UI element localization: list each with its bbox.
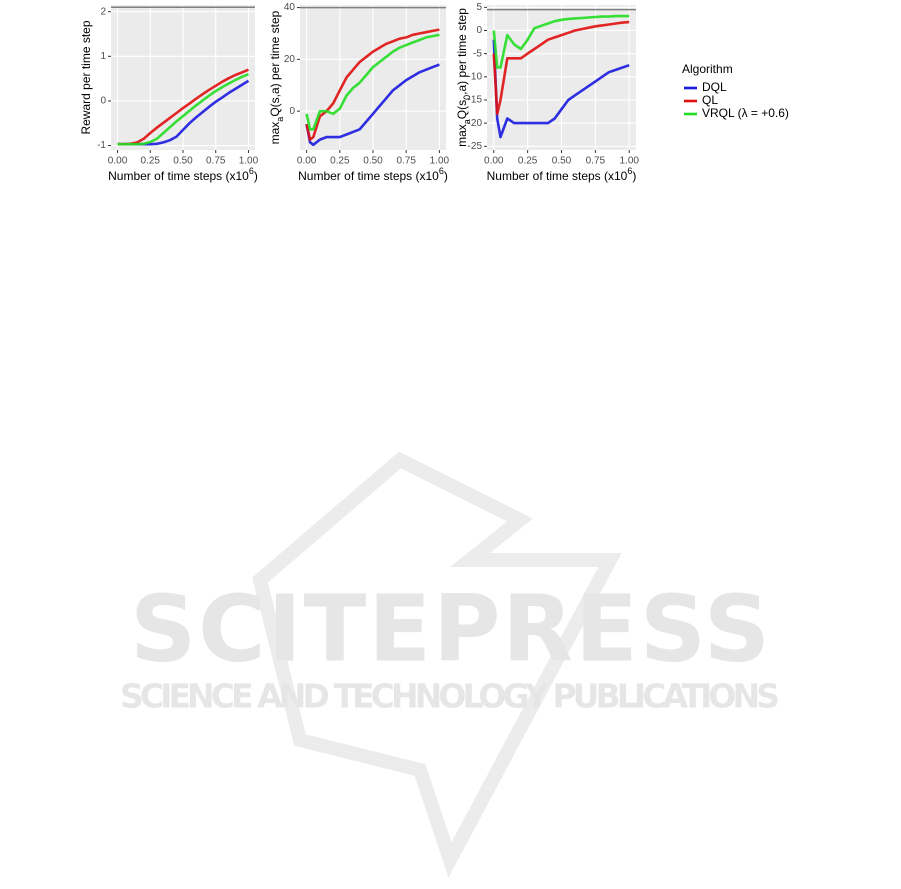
axis-title: Number of time steps (x106): [487, 166, 637, 183]
legend-title: Algorithm: [682, 62, 733, 76]
x-tick-label: 1.00: [619, 156, 639, 167]
x-tick-label: 0.75: [396, 156, 416, 167]
x-tick-label: 0.50: [552, 156, 572, 167]
watermark: SCITEPRESS SCIENCE AND TECHNOLOGY PUBLIC…: [120, 451, 780, 878]
x-tick-label: 0.25: [141, 156, 161, 167]
x-tick-label: 1.00: [239, 156, 259, 167]
x-tick-label: 0.00: [297, 156, 317, 167]
axis-title: Number of time steps (x106): [108, 166, 258, 183]
x-tick-label: 0.00: [108, 156, 128, 167]
y-tick-label: 0: [289, 106, 295, 117]
y-tick-label: -15: [468, 95, 483, 106]
axis-title-part: Reward per time step: [79, 20, 93, 134]
axis-title: maxaQ(s0,a) per time step: [455, 8, 472, 147]
axis-title-part: Number of time steps (x10: [108, 169, 249, 183]
legend-label: QL: [702, 93, 718, 107]
axis-title: Reward per time step: [79, 20, 93, 134]
axis-title-part: 6: [249, 166, 254, 176]
axis-title-part: 6: [627, 166, 632, 176]
x-tick-label: 1.00: [430, 156, 450, 167]
x-tick-label: 0.50: [363, 156, 383, 167]
x-tick-label: 0.50: [173, 156, 193, 167]
y-tick-label: 0: [100, 96, 106, 107]
axis-title-part: Number of time steps (x10: [487, 169, 628, 183]
y-tick-label: 5: [476, 2, 482, 13]
series-line: [492, 20, 630, 116]
y-tick-label: -1: [97, 140, 106, 151]
axis-title-part: a: [462, 119, 472, 124]
axis-title-part: Number of time steps (x10: [298, 169, 439, 183]
axis-title-part: ): [632, 169, 636, 183]
series-line: [117, 72, 249, 146]
y-tick-label: 0: [476, 25, 482, 36]
series-line: [305, 63, 440, 147]
axis-title-part: ): [254, 169, 258, 183]
axis-title-part: a: [275, 117, 285, 122]
watermark-logo: [252, 451, 622, 878]
axis-title-part: 6: [439, 166, 444, 176]
y-tick-label: 20: [284, 54, 296, 65]
y-tick-label: -5: [473, 48, 482, 59]
legend-label: VRQL (λ = +0.6): [702, 106, 789, 120]
axis-title-part: Q(s: [455, 100, 469, 119]
axis-title-part: ,a) per time step: [455, 8, 469, 95]
axis-title-part: Q(s,a) per time step: [268, 10, 282, 116]
y-tick-label: -25: [468, 141, 483, 152]
series-line: [492, 14, 630, 69]
series-line: [492, 39, 630, 139]
axis-title-part: max: [455, 124, 469, 147]
axis-title-part: 0: [462, 95, 472, 100]
y-tick-label: -10: [468, 71, 483, 82]
x-tick-label: 0.00: [484, 156, 504, 167]
x-tick-label: 0.25: [330, 156, 350, 167]
legend-label: DQL: [702, 80, 727, 94]
x-tick-label: 0.75: [586, 156, 606, 167]
y-tick-label: 2: [100, 6, 106, 17]
series-line: [305, 28, 440, 141]
axis-title-part: ): [444, 169, 448, 183]
y-tick-label: -20: [468, 118, 483, 129]
watermark-title: SCITEPRESS: [130, 575, 770, 682]
x-tick-label: 0.75: [206, 156, 226, 167]
y-tick-label: 40: [284, 2, 296, 13]
y-tick-label: 1: [100, 51, 106, 62]
axis-title-part: max: [268, 122, 282, 145]
x-tick-label: 0.25: [518, 156, 538, 167]
axis-title: maxaQ(s,a) per time step: [268, 10, 285, 144]
axis-title: Number of time steps (x106): [298, 166, 448, 183]
watermark-subtitle: SCIENCE AND TECHNOLOGY PUBLICATIONS: [120, 677, 780, 716]
series-line: [305, 33, 440, 131]
